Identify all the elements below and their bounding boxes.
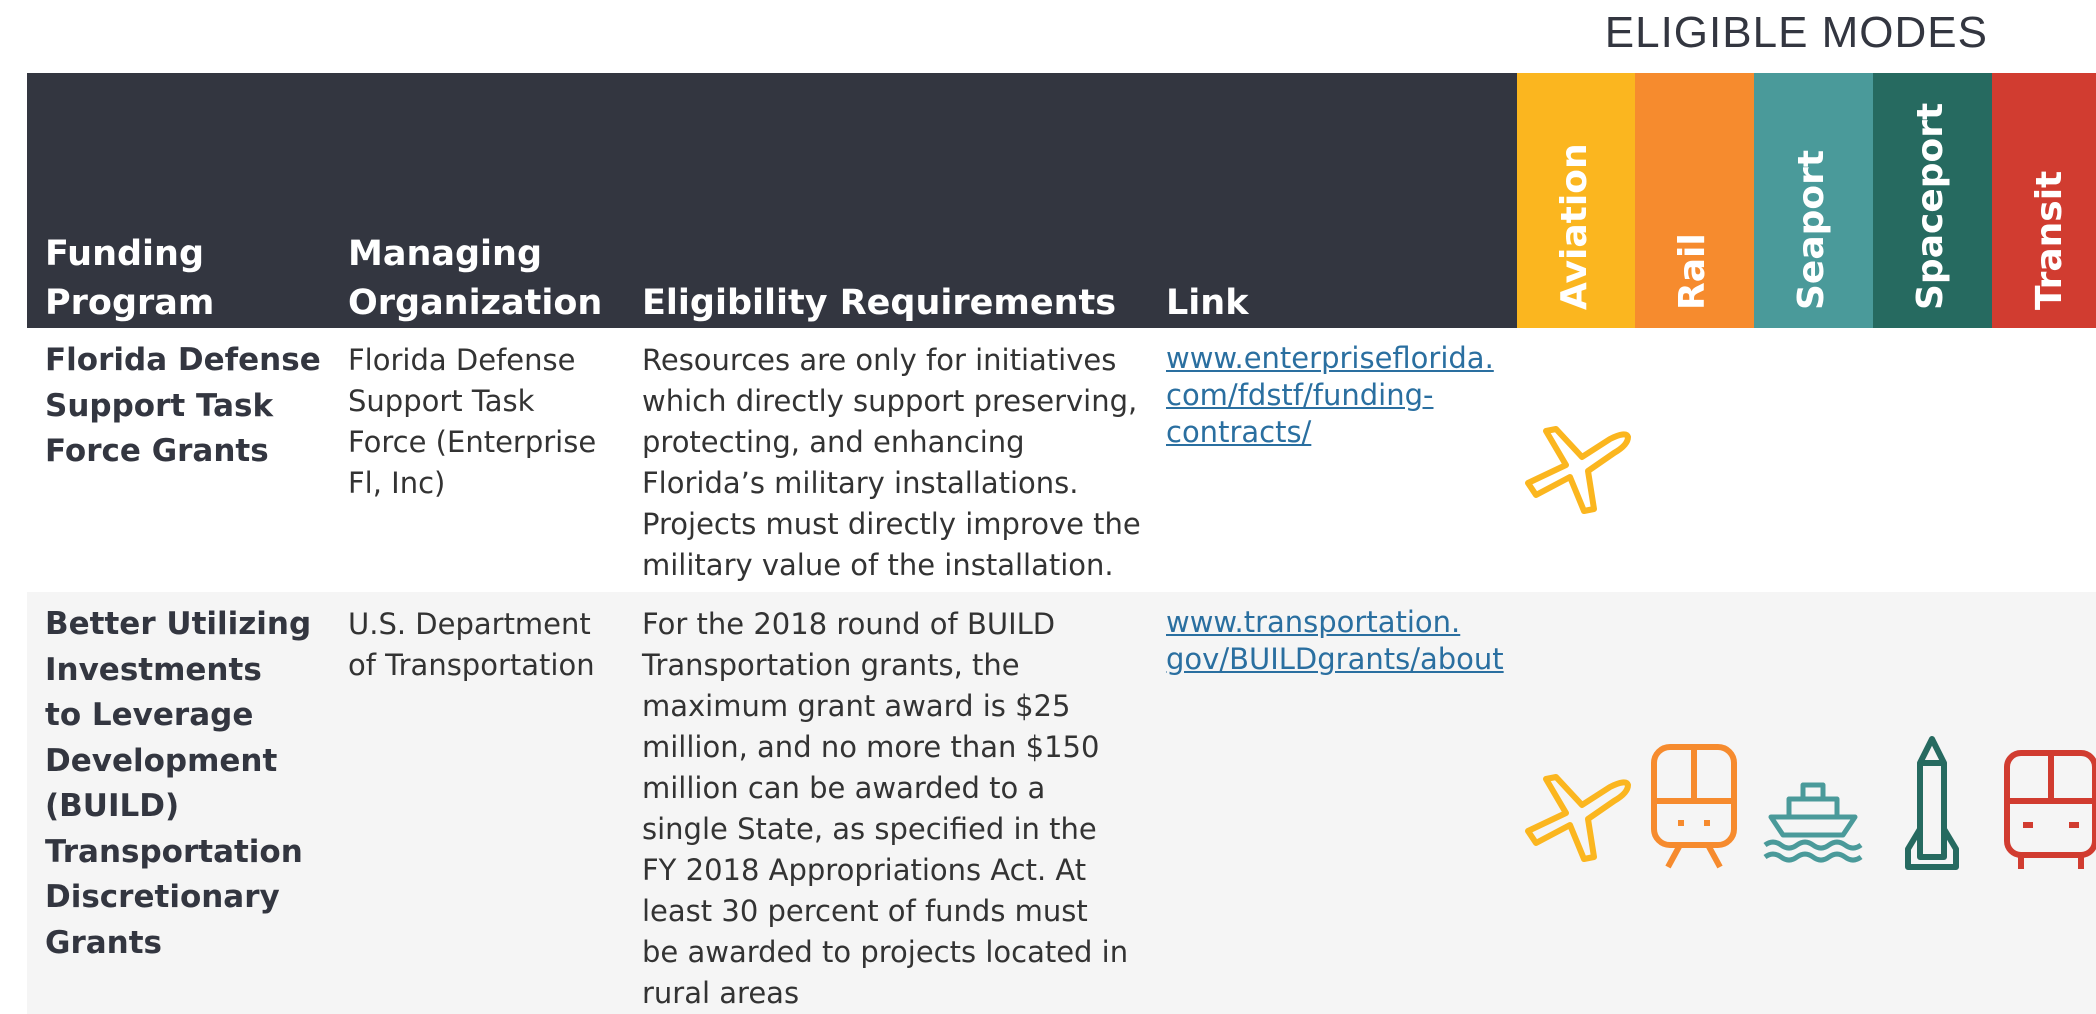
mode-header <box>1754 73 1873 328</box>
text-line: be awarded to projects located in <box>642 935 1129 969</box>
text-line: Transportation <box>45 833 303 870</box>
mode-label: Transit <box>2029 171 2070 310</box>
text-line: rural areas <box>642 976 800 1010</box>
text-line: Support Task <box>348 384 535 418</box>
mode-icon <box>2004 750 2096 869</box>
organization: U.S. Department of Transportation <box>348 604 595 686</box>
train-detail <box>1654 747 1734 869</box>
text-line: FY 2018 Appropriations Act. At <box>642 853 1087 887</box>
plane <box>1525 774 1631 862</box>
mode-icon <box>1525 426 1631 514</box>
text-line[interactable]: com/fdstf/funding- <box>1166 378 1434 412</box>
mode-label: Aviation <box>1554 143 1595 310</box>
text-line: Link <box>1166 283 1249 323</box>
program-name: Florida Defense Support Task Force Grants <box>45 338 321 475</box>
text-line: which directly support preserving, <box>642 384 1138 418</box>
header-cell: Eligibility Requirements <box>642 279 1116 328</box>
text-line: Fl, Inc) <box>348 466 446 500</box>
organization: Florida Defense Support Task Force (Enterp… <box>348 340 596 504</box>
mode-header <box>1635 73 1754 328</box>
text-line: military value of the installation. <box>642 548 1114 582</box>
text-line: Projects must directly improve the <box>642 507 1141 541</box>
text-line: Force (Enterprise <box>348 425 597 459</box>
text-line: single State, as specified in the <box>642 812 1097 846</box>
modes-title: ELIGIBLE MODES <box>1604 8 1988 57</box>
requirements: For the 2018 round of BUILD Transportatio… <box>642 604 1128 1014</box>
header-cell: Managing Organization <box>348 230 602 328</box>
text-line: maximum grant award is $25 <box>642 689 1071 723</box>
mode-icon <box>1763 782 1863 863</box>
text-line: Florida’s military installations. <box>642 466 1079 500</box>
text-line: Program <box>45 283 215 323</box>
text-line: million can be awarded to a <box>642 771 1046 805</box>
text-line: Eligibility Requirements <box>642 283 1117 323</box>
mode-label: Seaport <box>1791 150 1832 310</box>
requirements: Resources are only for initiatives which … <box>642 340 1141 586</box>
text-line: (BUILD) <box>45 788 180 824</box>
text-line: Better Utilizing <box>45 606 312 642</box>
ship <box>1763 782 1863 863</box>
bus-detail <box>2007 753 2095 869</box>
text-line: Discretionary <box>45 879 280 915</box>
text-line: Managing <box>348 234 543 274</box>
text-line: Grants <box>45 924 162 961</box>
header-band <box>27 73 1517 328</box>
text-line: protecting, and enhancing <box>642 425 1025 459</box>
link-cell: www.enterpriseflorida. com/fdstf/funding-… <box>1166 340 1494 451</box>
plane <box>1525 426 1631 514</box>
rocket <box>1905 736 1959 870</box>
text-line: U.S. Department <box>348 607 591 641</box>
text-line: Support Task <box>45 387 274 424</box>
text-line: Florida Defense <box>348 343 576 377</box>
text-line: Development <box>45 742 278 779</box>
text-line: Force Grants <box>45 433 269 469</box>
text-line: to Leverage <box>45 697 254 733</box>
mode-icon <box>1905 736 1959 870</box>
text-line: Investments <box>45 651 262 688</box>
text-line: For the 2018 round of BUILD <box>642 607 1056 641</box>
mode-header <box>1992 73 2096 328</box>
link-cell: www.transportation. gov/BUILDgrants/about <box>1166 604 1504 678</box>
header-cell: Funding Program <box>45 230 214 328</box>
text-line[interactable]: www.enterpriseflorida. <box>1166 341 1494 375</box>
row-background <box>27 592 2096 1014</box>
text-line[interactable]: contracts/ <box>1166 415 1312 449</box>
mode-label: Spaceport <box>1910 103 1951 310</box>
text-line: Organization <box>348 283 603 323</box>
text-line: million, and no more than $150 <box>642 730 1100 764</box>
text-line[interactable]: gov/BUILDgrants/about <box>1166 642 1504 676</box>
mode-header <box>1873 73 1992 328</box>
header-cell: Link <box>1166 279 1249 328</box>
text-line[interactable]: www.transportation. <box>1166 605 1461 639</box>
text-line: Resources are only for initiatives <box>642 343 1117 377</box>
text-line: Florida Defense <box>45 342 321 378</box>
mode-icon <box>1651 744 1737 869</box>
mode-header <box>1517 73 1636 328</box>
text-line: Funding <box>45 234 205 274</box>
text-line: Transportation grants, the <box>642 648 1020 682</box>
program-name: Better Utilizing Investments to Leverage De… <box>45 602 311 966</box>
mode-label: Rail <box>1672 233 1713 310</box>
mode-icon <box>1525 774 1631 862</box>
text-line: least 30 percent of funds must <box>642 894 1088 928</box>
text-line: of Transportation <box>348 648 595 682</box>
